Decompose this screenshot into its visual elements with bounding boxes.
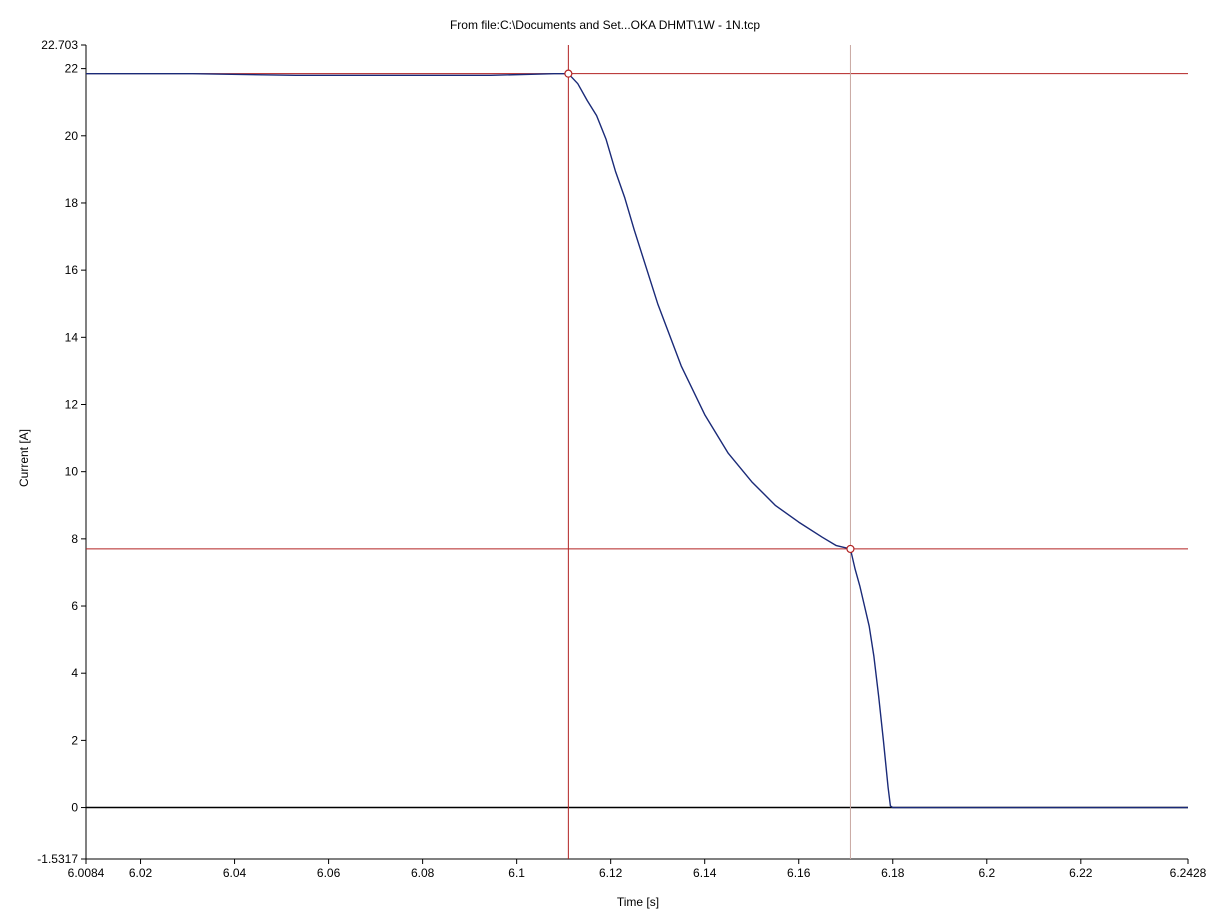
y-axis-title: Current [A]	[17, 429, 31, 487]
y-tick-label: 22	[65, 62, 79, 76]
x-tick-label: 6.04	[223, 866, 247, 880]
y-tick-label: 8	[71, 532, 78, 546]
y-tick-label: 20	[65, 129, 79, 143]
x-tick-label: 6.0084	[68, 866, 105, 880]
cursor-marker	[846, 544, 855, 554]
x-tick-label: 6.16	[787, 866, 811, 880]
x-tick-label: 6.14	[693, 866, 717, 880]
y-tick-label: 0	[71, 801, 78, 815]
y-tick-label: 14	[65, 330, 79, 344]
x-tick-label: 6.18	[881, 866, 905, 880]
y-tick-label: 16	[65, 263, 79, 277]
x-tick-label: 6.12	[599, 866, 623, 880]
y-tick-label: 18	[65, 196, 79, 210]
x-axis-title: Time [s]	[617, 895, 659, 909]
y-tick-label: 6	[71, 599, 78, 613]
x-tick-label: 6.06	[317, 866, 341, 880]
x-tick-label: 6.1	[508, 866, 525, 880]
y-tick-label: 2	[71, 733, 78, 747]
y-tick-label: 22.703	[41, 38, 78, 52]
x-tick-label: 6.02	[129, 866, 153, 880]
y-tick-label: 4	[71, 666, 78, 680]
plot-area: -1.5317 0 2 4 6 8 10 12 14 16 18 20 22 22.703 6.0084 6.…	[37, 38, 1206, 880]
x-tick-label: 6.08	[411, 866, 435, 880]
series-line	[86, 72, 1188, 809]
y-tick-label: 12	[65, 397, 79, 411]
x-tick-label: 6.2428	[1170, 866, 1207, 880]
chart-title: From file:C:\Documents and Set...OKA DHM…	[450, 18, 760, 32]
y-tick-label: -1.5317	[37, 852, 78, 866]
x-tick-label: 6.2	[978, 866, 995, 880]
cursor-marker	[564, 69, 573, 78]
y-tick-label: 10	[65, 465, 79, 479]
x-tick-label: 6.22	[1069, 866, 1093, 880]
